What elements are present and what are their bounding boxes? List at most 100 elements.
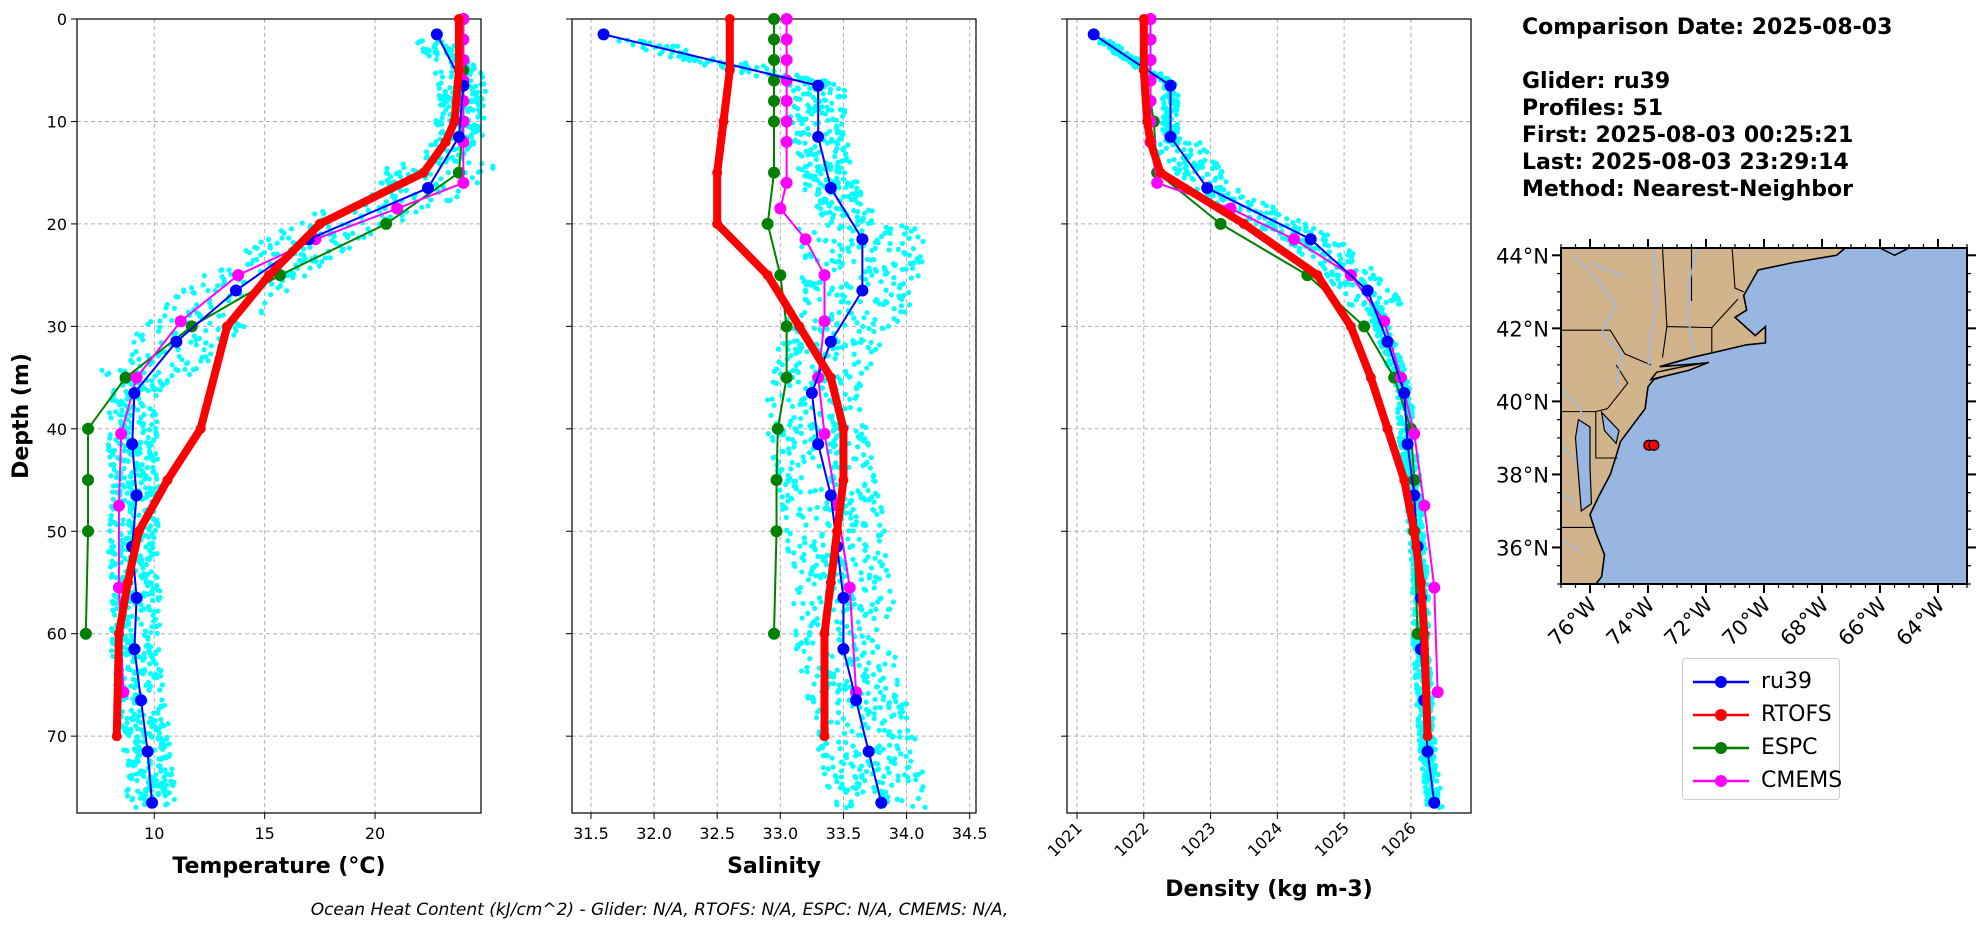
raw-glider-point <box>191 290 197 296</box>
raw-glider-point <box>1166 158 1172 164</box>
raw-glider-point <box>807 174 813 180</box>
raw-glider-point <box>847 396 853 402</box>
raw-glider-point <box>792 95 799 101</box>
raw-glider-point <box>436 81 442 88</box>
raw-glider-point <box>144 455 150 461</box>
raw-glider-point <box>99 367 105 373</box>
raw-glider-point <box>134 331 140 337</box>
raw-glider-point <box>1420 550 1427 556</box>
raw-glider-point <box>865 442 871 448</box>
raw-glider-point <box>856 536 862 542</box>
raw-glider-point <box>888 759 894 765</box>
raw-glider-point <box>851 601 858 607</box>
raw-glider-point <box>817 279 823 285</box>
raw-glider-point <box>1403 455 1409 462</box>
raw-glider-point <box>871 585 877 591</box>
raw-glider-point <box>1364 306 1370 312</box>
raw-glider-point <box>148 629 154 636</box>
series-point-rtofs <box>825 372 836 383</box>
raw-glider-point <box>807 161 813 167</box>
raw-glider-point <box>878 278 884 285</box>
raw-glider-point <box>815 553 821 559</box>
raw-glider-point <box>864 679 871 685</box>
raw-glider-point <box>820 542 826 548</box>
raw-glider-point <box>843 371 849 377</box>
x-tick-label: 33.0 <box>763 824 799 843</box>
raw-glider-point <box>416 39 422 45</box>
raw-glider-point <box>791 550 797 556</box>
raw-glider-point <box>846 528 852 534</box>
raw-glider-point <box>136 356 142 362</box>
raw-glider-point <box>891 712 897 718</box>
raw-glider-point <box>138 400 144 406</box>
legend-item-ru39: ru39 <box>1691 665 1831 698</box>
raw-glider-point <box>138 791 144 797</box>
series-point-cmems <box>174 315 187 328</box>
raw-glider-point <box>107 528 113 534</box>
raw-glider-point <box>162 767 168 773</box>
raw-glider-point <box>855 732 862 738</box>
raw-glider-point <box>432 70 439 76</box>
raw-glider-point <box>125 614 131 621</box>
series-point-rtofs <box>724 14 735 24</box>
raw-glider-point <box>901 231 908 237</box>
raw-glider-point <box>1248 201 1254 207</box>
raw-glider-point <box>891 662 897 669</box>
series-line-rtofs <box>1139 19 1432 737</box>
y-tick-label: 50 <box>47 522 67 541</box>
raw-glider-point <box>850 337 856 344</box>
raw-glider-point <box>466 160 472 166</box>
raw-glider-point <box>258 252 264 258</box>
raw-glider-point <box>853 514 859 520</box>
raw-glider-point <box>467 105 473 111</box>
raw-glider-point <box>814 191 820 198</box>
raw-glider-point <box>807 506 813 512</box>
raw-glider-point <box>132 692 138 698</box>
raw-glider-point <box>1237 206 1243 213</box>
raw-glider-point <box>1423 762 1429 768</box>
raw-glider-point <box>434 51 440 58</box>
raw-glider-point <box>436 85 442 92</box>
chesapeake-bay <box>1574 418 1593 513</box>
raw-glider-point <box>862 541 868 548</box>
raw-glider-point <box>810 152 816 158</box>
raw-glider-point <box>796 165 802 172</box>
raw-glider-point <box>892 262 898 268</box>
raw-glider-point <box>871 499 877 505</box>
raw-glider-point <box>799 121 805 127</box>
raw-glider-point <box>1355 293 1361 299</box>
raw-glider-point <box>219 274 225 280</box>
raw-glider-point <box>146 476 152 482</box>
raw-glider-point <box>1386 325 1392 331</box>
raw-glider-point <box>125 619 132 626</box>
raw-glider-point <box>854 185 860 191</box>
raw-glider-point <box>869 272 875 278</box>
series-point-cmems <box>780 94 793 107</box>
series-point-ru39 <box>430 28 443 41</box>
raw-glider-point <box>150 656 156 662</box>
raw-glider-point <box>1264 210 1270 216</box>
raw-glider-point <box>851 258 857 264</box>
raw-glider-point <box>855 444 861 450</box>
raw-glider-point <box>819 743 825 750</box>
raw-glider-point <box>864 310 870 316</box>
raw-glider-point <box>307 265 313 271</box>
raw-glider-point <box>851 361 857 367</box>
raw-glider-point <box>147 661 153 667</box>
y-axis-label: Depth (m) <box>9 353 34 479</box>
raw-glider-point <box>856 751 862 757</box>
raw-glider-point <box>1417 513 1423 519</box>
raw-glider-point <box>153 472 159 478</box>
raw-glider-point <box>144 490 150 496</box>
raw-glider-point <box>667 54 674 60</box>
raw-glider-point <box>147 541 153 547</box>
raw-glider-point <box>175 346 181 353</box>
state-border <box>1731 247 1744 293</box>
raw-glider-point <box>858 192 864 198</box>
raw-glider-point <box>397 173 404 180</box>
raw-glider-point <box>860 520 867 526</box>
raw-glider-point <box>779 362 785 368</box>
raw-glider-point <box>148 488 154 494</box>
raw-glider-point <box>135 451 141 457</box>
raw-glider-point <box>228 271 234 278</box>
